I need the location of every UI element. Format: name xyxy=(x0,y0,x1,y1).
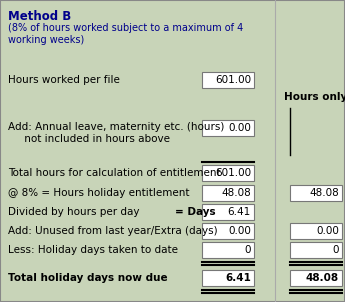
Text: 0.00: 0.00 xyxy=(316,226,339,236)
Bar xyxy=(202,270,254,286)
Text: not included in hours above: not included in hours above xyxy=(8,134,170,144)
Text: 0.00: 0.00 xyxy=(228,123,251,133)
Text: 6.41: 6.41 xyxy=(225,273,251,283)
Text: 0: 0 xyxy=(245,245,251,255)
Text: 48.08: 48.08 xyxy=(221,188,251,198)
Text: 0.00: 0.00 xyxy=(228,226,251,236)
Text: Less: Holiday days taken to date: Less: Holiday days taken to date xyxy=(8,245,178,255)
Text: (8% of hours worked subject to a maximum of 4
working weeks): (8% of hours worked subject to a maximum… xyxy=(8,23,243,45)
Bar xyxy=(290,223,342,239)
Bar xyxy=(202,120,254,136)
Bar xyxy=(202,242,254,258)
Text: Divided by hours per day: Divided by hours per day xyxy=(8,207,139,217)
Text: 601.00: 601.00 xyxy=(215,75,251,85)
Bar xyxy=(290,185,342,201)
Text: 0: 0 xyxy=(333,245,339,255)
Text: Hours worked per file: Hours worked per file xyxy=(8,75,120,85)
Bar xyxy=(202,204,254,220)
Text: Hours only: Hours only xyxy=(284,92,345,102)
Text: @ 8% = Hours holiday entitlement: @ 8% = Hours holiday entitlement xyxy=(8,188,189,198)
Bar xyxy=(202,72,254,88)
Text: 6.41: 6.41 xyxy=(228,207,251,217)
Bar xyxy=(290,270,342,286)
Text: Total hours for calculation of entitlement: Total hours for calculation of entitleme… xyxy=(8,168,220,178)
Bar xyxy=(202,185,254,201)
Text: 48.08: 48.08 xyxy=(309,188,339,198)
Text: Total holiday days now due: Total holiday days now due xyxy=(8,273,168,283)
Text: Method B: Method B xyxy=(8,10,71,23)
Text: Add: Annual leave, maternity etc. (hours): Add: Annual leave, maternity etc. (hours… xyxy=(8,122,224,132)
Text: 48.08: 48.08 xyxy=(306,273,339,283)
Text: 601.00: 601.00 xyxy=(215,168,251,178)
Bar xyxy=(202,165,254,181)
Text: Add: Unused from last year/Extra (days): Add: Unused from last year/Extra (days) xyxy=(8,226,218,236)
Bar xyxy=(202,223,254,239)
Bar xyxy=(290,242,342,258)
Text: = Days: = Days xyxy=(175,207,216,217)
